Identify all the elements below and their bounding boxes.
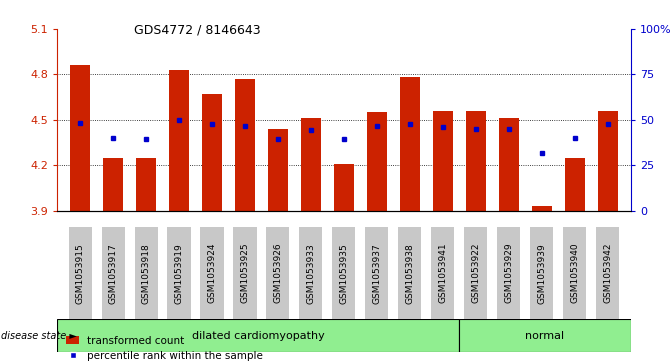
Text: GDS4772 / 8146643: GDS4772 / 8146643 xyxy=(134,24,261,37)
Bar xyxy=(598,111,617,211)
Bar xyxy=(301,118,321,211)
Text: GSM1053929: GSM1053929 xyxy=(504,243,513,303)
Bar xyxy=(433,111,453,211)
Text: GSM1053924: GSM1053924 xyxy=(207,243,217,303)
Text: GSM1053915: GSM1053915 xyxy=(76,243,85,303)
Text: GSM1053935: GSM1053935 xyxy=(340,243,348,303)
Text: GSM1053926: GSM1053926 xyxy=(274,243,282,303)
Text: GSM1053925: GSM1053925 xyxy=(240,243,250,303)
Text: GSM1053940: GSM1053940 xyxy=(570,243,579,303)
Bar xyxy=(268,129,288,211)
Bar xyxy=(499,118,519,211)
Bar xyxy=(532,206,552,211)
Bar xyxy=(103,158,123,211)
Text: GSM1053939: GSM1053939 xyxy=(537,243,546,303)
Bar xyxy=(400,77,420,211)
Bar xyxy=(367,112,386,211)
Bar xyxy=(235,79,255,211)
Text: GSM1053917: GSM1053917 xyxy=(109,243,117,303)
Bar xyxy=(201,227,223,319)
Bar xyxy=(101,227,125,319)
Bar xyxy=(466,111,486,211)
Bar xyxy=(299,227,323,319)
Bar xyxy=(134,227,158,319)
Text: GSM1053919: GSM1053919 xyxy=(174,243,184,303)
Bar xyxy=(68,227,92,319)
Bar xyxy=(399,227,421,319)
Bar xyxy=(202,94,222,211)
Bar xyxy=(596,227,619,319)
Bar xyxy=(565,158,584,211)
Text: GSM1053941: GSM1053941 xyxy=(438,243,448,303)
Bar xyxy=(431,227,454,319)
Bar xyxy=(234,227,256,319)
Bar xyxy=(332,227,356,319)
Text: disease state ►: disease state ► xyxy=(1,331,76,341)
Bar xyxy=(365,227,389,319)
Bar xyxy=(266,227,289,319)
Legend: transformed count, percentile rank within the sample: transformed count, percentile rank withi… xyxy=(62,331,267,363)
Bar xyxy=(464,227,487,319)
Bar xyxy=(57,319,459,352)
Text: GSM1053918: GSM1053918 xyxy=(142,243,150,303)
Bar xyxy=(497,227,520,319)
Bar xyxy=(136,158,156,211)
Bar xyxy=(70,65,90,211)
Bar xyxy=(459,319,631,352)
Text: GSM1053942: GSM1053942 xyxy=(603,243,612,303)
Bar xyxy=(530,227,554,319)
Bar xyxy=(169,70,189,211)
Text: GSM1053938: GSM1053938 xyxy=(405,243,414,303)
Bar xyxy=(563,227,586,319)
Text: GSM1053933: GSM1053933 xyxy=(307,243,315,303)
Text: GSM1053937: GSM1053937 xyxy=(372,243,381,303)
Text: dilated cardiomyopathy: dilated cardiomyopathy xyxy=(192,331,325,341)
Bar xyxy=(168,227,191,319)
Text: GSM1053922: GSM1053922 xyxy=(471,243,480,303)
Bar xyxy=(334,164,354,211)
Text: normal: normal xyxy=(525,331,564,341)
